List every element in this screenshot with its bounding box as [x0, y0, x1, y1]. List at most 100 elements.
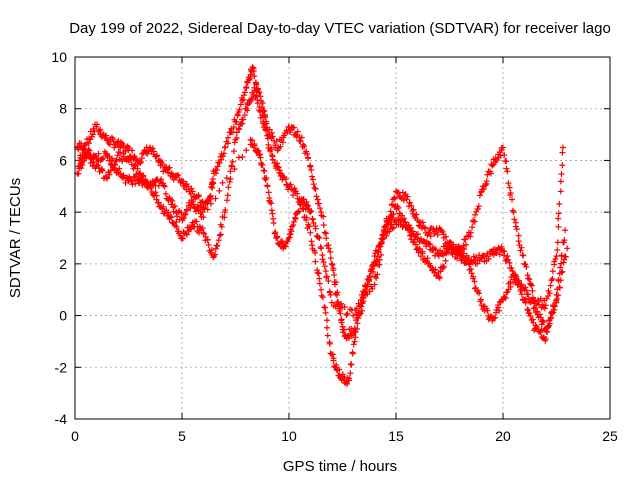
data-point-fill: [513, 226, 520, 233]
data-point-fill: [205, 241, 212, 248]
data-point-fill: [509, 196, 516, 203]
data-point-fill: [476, 192, 483, 199]
data-point-fill: [321, 229, 328, 236]
data-point-fill: [496, 307, 503, 314]
data-point-fill: [212, 170, 219, 177]
data-point-fill: [321, 263, 328, 270]
data-point-fill: [408, 202, 415, 209]
data-point-fill: [346, 335, 353, 342]
data-point-fill: [95, 162, 102, 169]
data-point-fill: [259, 112, 266, 119]
y-tick-label: 10: [51, 49, 67, 65]
data-point-fill: [329, 351, 336, 358]
data-point-fill: [529, 287, 536, 294]
data-point-fill: [153, 192, 160, 199]
data-point-fill: [351, 338, 358, 345]
data-point-fill: [440, 263, 447, 270]
data-point-fill: [324, 332, 331, 339]
data-point-fill: [88, 155, 95, 162]
data-point-fill: [199, 225, 206, 232]
data-point-fill: [188, 185, 195, 192]
data-point-fill: [219, 153, 226, 160]
data-point-fill: [317, 205, 324, 212]
data-point-fill: [337, 310, 344, 317]
data-point-fill: [503, 165, 510, 172]
data-point-fill: [225, 140, 232, 147]
data-point-fill: [493, 249, 500, 256]
data-point-fill: [442, 257, 449, 264]
data-point-fill: [264, 132, 271, 139]
data-point-fill: [134, 165, 141, 172]
data-point-fill: [233, 119, 240, 126]
data-point-fill: [288, 186, 295, 193]
data-point-fill: [314, 269, 321, 276]
data-point-fill: [325, 245, 332, 252]
data-point-fill: [508, 265, 515, 272]
data-point-fill: [120, 142, 127, 149]
x-tick-label: 25: [602, 428, 618, 444]
data-point: [521, 260, 528, 267]
data-point-fill: [250, 67, 257, 74]
data-point: [414, 235, 421, 241]
data-point-fill: [523, 263, 530, 270]
data-point-fill: [326, 288, 333, 295]
data-point: [307, 162, 314, 169]
data-point-fill: [350, 341, 357, 348]
data-point-fill: [313, 193, 320, 200]
data-point-fill: [434, 231, 441, 238]
data-point-fill: [463, 241, 470, 248]
y-tick-label: 6: [59, 152, 67, 168]
data-point-fill: [432, 266, 439, 273]
data-point-fill: [458, 250, 465, 257]
data-point-fill: [78, 165, 85, 172]
data-point-fill: [312, 249, 319, 256]
data-point-fill: [539, 317, 546, 324]
y-tick-label: -4: [55, 411, 68, 427]
data-point-fill: [320, 259, 327, 266]
data-point-fill: [558, 170, 565, 177]
data-point-fill: [209, 176, 216, 183]
data-point-fill: [322, 309, 329, 316]
data-point-fill: [256, 89, 263, 96]
data-point-fill: [552, 255, 559, 262]
data-point-fill: [90, 159, 97, 166]
data-point-fill: [501, 151, 508, 158]
data-point-fill: [160, 203, 167, 210]
data-point: [403, 196, 410, 203]
data-point-fill: [474, 206, 481, 213]
data-point-fill: [366, 288, 373, 295]
data-point-fill: [235, 154, 242, 161]
data-point-fill: [99, 167, 106, 174]
data-point-fill: [330, 355, 337, 362]
data-point-fill: [483, 178, 490, 185]
data-point-fill: [485, 255, 492, 262]
data-point-fill: [460, 242, 467, 249]
data-point-fill: [320, 222, 327, 229]
data-point-fill: [200, 230, 207, 237]
y-tick-labels: -4 -2 0 2 4 6 8 10: [51, 49, 67, 427]
data-point-fill: [462, 236, 469, 243]
data-point-fill: [231, 166, 238, 173]
data-point-fill: [103, 132, 110, 139]
data-point-fill: [149, 145, 156, 152]
data-point-fill: [110, 164, 117, 171]
data-point: [189, 198, 196, 205]
data-point-fill: [561, 237, 568, 244]
data-point-fill: [505, 180, 512, 187]
data-point-fill: [309, 216, 316, 223]
data-point-fill: [204, 206, 211, 213]
data-points: [74, 64, 571, 388]
data-point-fill: [391, 194, 398, 201]
data-point-fill: [183, 231, 190, 238]
data-point-fill: [254, 100, 261, 107]
data-point-fill: [174, 213, 181, 220]
data-point-fill: [315, 270, 322, 277]
data-point-fill: [294, 190, 301, 197]
data-point-fill: [257, 93, 264, 100]
data-point-fill: [503, 158, 510, 165]
data-point-fill: [249, 95, 256, 102]
data-point-fill: [257, 108, 264, 115]
data-point-fill: [132, 173, 139, 180]
data-point-fill: [190, 201, 197, 208]
data-point-fill: [450, 241, 457, 248]
